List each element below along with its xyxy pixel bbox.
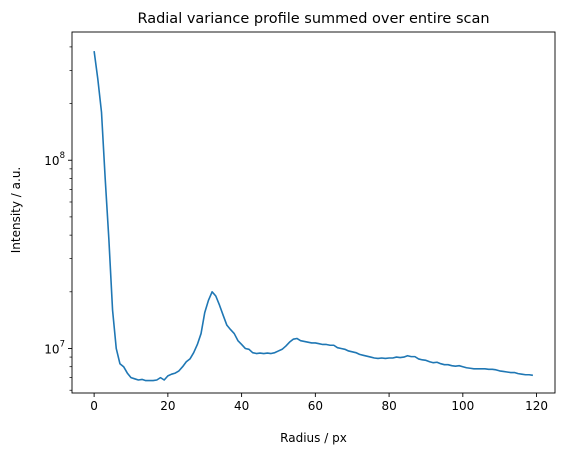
x-tick-label: 60 [308, 399, 323, 413]
x-tick-label: 100 [451, 399, 474, 413]
y-tick-label: 107 [44, 339, 65, 356]
x-tick-label: 20 [160, 399, 175, 413]
plot-area [71, 31, 556, 394]
plot-frame [71, 31, 556, 394]
y-tick-label: 108 [44, 151, 65, 168]
x-tick-label: 0 [90, 399, 98, 413]
x-axis-ticks: 0 20 40 60 80 100 120 [90, 393, 548, 413]
x-tick-label: 80 [381, 399, 396, 413]
y-axis-ticks: 107 108 [44, 46, 72, 391]
x-axis-label: Radius / px [280, 431, 347, 445]
y-axis-label: Intensity / a.u. [9, 167, 23, 254]
x-tick-label: 40 [234, 399, 249, 413]
chart-title: Radial variance profile summed over enti… [137, 11, 489, 27]
x-tick-label: 120 [525, 399, 548, 413]
series-line-0 [93, 50, 534, 382]
